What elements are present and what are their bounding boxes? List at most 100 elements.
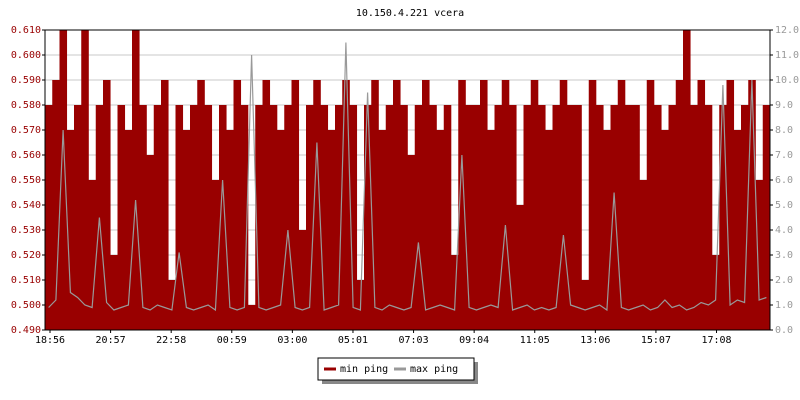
y-tick-label: 0.570 <box>11 125 41 136</box>
legend-label: min ping <box>340 364 388 375</box>
y-tick-label: 0.590 <box>11 75 41 86</box>
bar <box>748 80 756 330</box>
y2-tick-label: 7.0 <box>775 150 793 161</box>
bar <box>690 105 698 330</box>
y-tick-label: 0.530 <box>11 225 41 236</box>
bar <box>45 105 53 330</box>
bar <box>52 80 60 330</box>
bar <box>255 105 263 330</box>
bar <box>697 80 706 330</box>
bar <box>762 105 771 330</box>
bar <box>458 80 466 330</box>
bar <box>262 80 271 330</box>
bar <box>378 130 387 330</box>
x-tick-label: 11:05 <box>520 335 550 346</box>
bar <box>110 255 118 330</box>
bar <box>226 130 234 330</box>
bar <box>436 130 445 330</box>
bar <box>124 130 133 330</box>
y-tick-label: 0.550 <box>11 175 41 186</box>
bar <box>197 80 205 330</box>
y-tick-label: 0.510 <box>11 275 41 286</box>
bar <box>429 105 437 330</box>
y2-tick-label: 1.0 <box>775 300 793 311</box>
bar <box>219 105 227 330</box>
bar <box>632 105 640 330</box>
bar <box>306 105 314 330</box>
bar <box>313 80 321 330</box>
bar <box>494 105 503 330</box>
y-tick-label: 0.610 <box>11 25 41 36</box>
y2-tick-label: 5.0 <box>775 200 793 211</box>
bar <box>240 105 249 330</box>
y2-tick-label: 0.0 <box>775 325 793 336</box>
legend: min ping max ping <box>317 357 478 384</box>
bar <box>552 105 561 330</box>
y-tick-label: 0.600 <box>11 50 41 61</box>
line <box>48 42 767 312</box>
x-tick-label: 18:56 <box>35 335 65 346</box>
x-tick-label: 15:07 <box>641 335 671 346</box>
bar <box>480 80 488 330</box>
bar <box>132 30 140 330</box>
bar <box>465 105 474 330</box>
plot-frame <box>44 29 771 331</box>
y2-tick-label: 11.0 <box>775 50 799 61</box>
bar <box>603 130 611 330</box>
y2-tick-label: 2.0 <box>775 275 793 286</box>
x-tick-label: 00:59 <box>217 335 247 346</box>
bar <box>175 105 184 330</box>
bar <box>407 155 416 330</box>
bar <box>596 105 604 330</box>
y2-tick-label: 6.0 <box>775 175 793 186</box>
bar <box>538 105 546 330</box>
legend-label: max ping <box>410 364 458 375</box>
bar <box>675 80 684 330</box>
bar <box>81 30 89 330</box>
bar <box>610 105 619 330</box>
x-tick-label: 17:08 <box>701 335 731 346</box>
y-tick-label: 0.500 <box>11 300 41 311</box>
y-tick-label: 0.540 <box>11 200 41 211</box>
bar <box>233 80 242 330</box>
bar <box>588 80 597 330</box>
y-tick-label: 0.560 <box>11 150 41 161</box>
y2-tick-label: 8.0 <box>775 125 793 136</box>
y2-tick-label: 4.0 <box>775 225 793 236</box>
x-tick-label: 03:00 <box>277 335 307 346</box>
bar <box>284 105 292 330</box>
bar <box>277 130 285 330</box>
bar <box>204 105 213 330</box>
x-tick-label: 09:04 <box>459 335 489 346</box>
bar <box>364 105 372 330</box>
bar <box>654 105 662 330</box>
bar <box>574 105 582 330</box>
bar <box>182 130 191 330</box>
bar <box>103 80 111 330</box>
bar <box>501 80 510 330</box>
bar <box>487 130 495 330</box>
x-tick-label: 20:57 <box>96 335 126 346</box>
bar <box>335 105 343 330</box>
bar <box>393 80 401 330</box>
bar <box>719 105 727 330</box>
bar <box>385 105 394 330</box>
bar <box>567 105 575 330</box>
bar <box>400 105 408 330</box>
bar <box>371 80 379 330</box>
bar <box>509 105 517 330</box>
x-tick-label: 07:03 <box>399 335 429 346</box>
bar <box>66 130 75 330</box>
y-tick-label: 0.520 <box>11 250 41 261</box>
chart-title: 10.150.4.221 vcera <box>356 8 464 19</box>
x-tick-label: 13:06 <box>580 335 610 346</box>
bar <box>451 255 459 330</box>
bar <box>342 80 350 330</box>
bar <box>146 155 155 330</box>
bar <box>581 280 590 330</box>
bar <box>472 105 481 330</box>
bar <box>74 105 82 330</box>
bar <box>523 105 532 330</box>
